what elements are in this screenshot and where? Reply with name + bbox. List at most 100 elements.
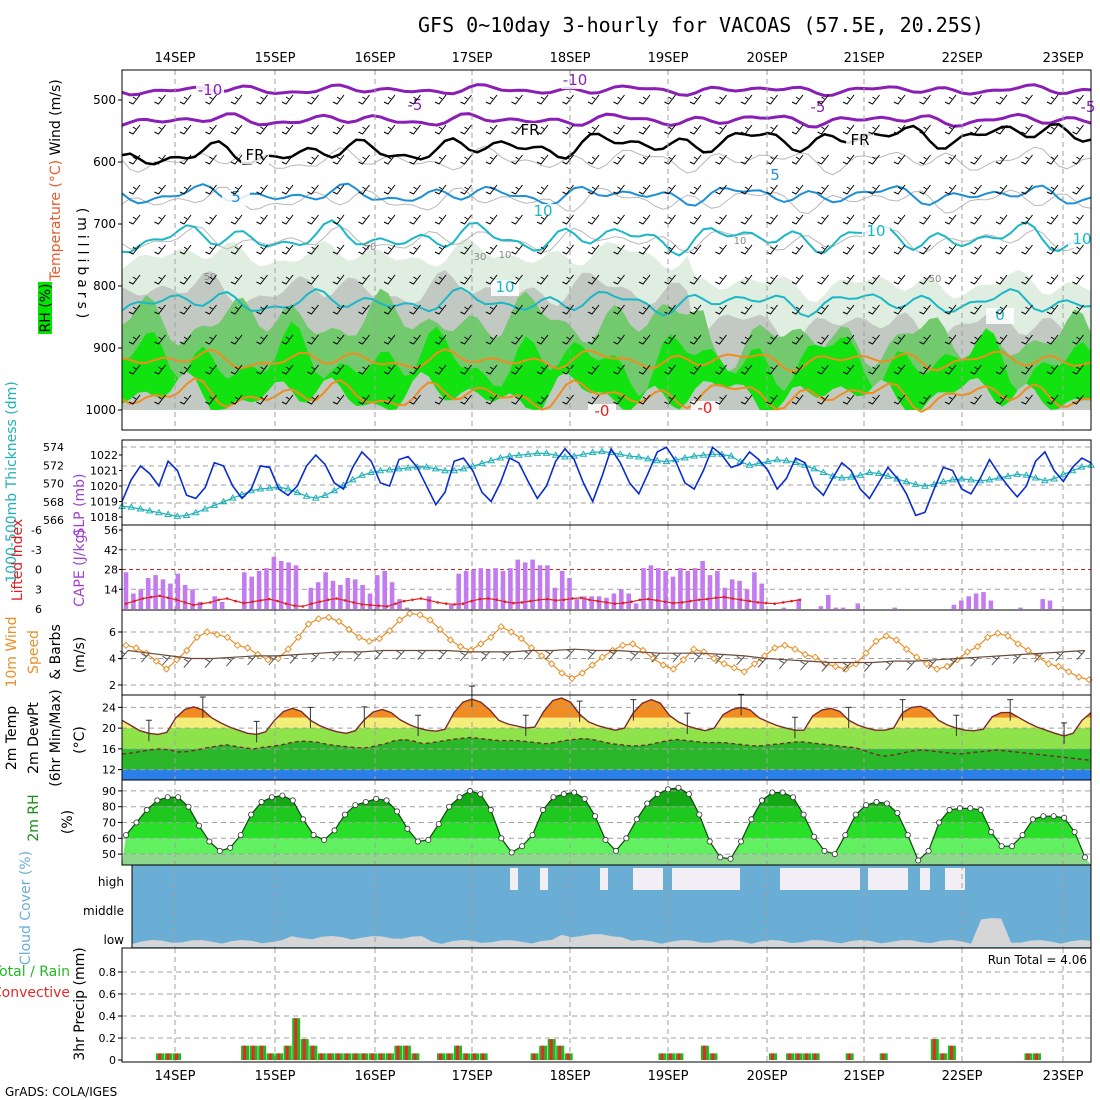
rh-marker — [1082, 854, 1089, 861]
rh-marker — [393, 808, 400, 815]
wind-speed-marker — [1075, 673, 1083, 681]
lifted-index-marker — [436, 601, 440, 604]
thickness-marker — [228, 494, 237, 501]
rh-unit-label: (%) — [60, 810, 76, 834]
upper-wind-barb — [868, 364, 880, 375]
lifted-index-marker — [394, 602, 397, 605]
upper-wind-barb — [179, 94, 192, 105]
thickness-marker — [699, 451, 708, 458]
upper-wind-barb — [409, 154, 421, 165]
upper-wind-barb — [434, 364, 447, 375]
upper-wind-barb — [919, 214, 931, 225]
upper-wind-barb — [205, 394, 217, 405]
lifted-index-marker — [335, 597, 338, 600]
isotherm-line — [121, 83, 1092, 98]
upper-wind-barb — [179, 154, 192, 165]
upper-wind-barb — [128, 394, 141, 405]
thickness-marker — [967, 475, 975, 483]
cape-bar — [449, 604, 454, 609]
precip-panel: 0.8 0.6 0.4 0.2 0 Run Total = 4.06 Total / Rai… — [0, 947, 1092, 1067]
upper-wind-barb — [332, 214, 345, 225]
cape-bar — [323, 572, 328, 609]
rh-marker — [800, 811, 807, 818]
lifted-index-marker — [251, 600, 254, 604]
rh-marker — [821, 847, 828, 854]
upper-wind-barb — [1046, 364, 1059, 375]
upper-wind-barb — [919, 184, 931, 195]
rh-marker — [185, 803, 192, 810]
upper-wind-barb — [689, 214, 702, 225]
cape-bar — [559, 570, 565, 609]
upper-wind-barb — [281, 154, 294, 165]
rh-marker — [863, 802, 870, 809]
dewpoint-fill — [122, 737, 1091, 770]
high-cloud-block — [780, 868, 860, 890]
upper-wind-barb — [383, 214, 396, 225]
cape-bar — [389, 582, 395, 609]
contour-label-bg — [491, 280, 519, 296]
convective-bar — [464, 1053, 468, 1060]
cape-bar — [168, 583, 173, 609]
upper-wind-barb — [1072, 94, 1084, 105]
wind-barb — [162, 655, 171, 666]
temp-axis-label-2: 2m DewPt — [26, 702, 42, 774]
thickness-marker — [376, 466, 385, 474]
top-date-label: 19SEP — [648, 51, 689, 66]
upper-wind-barb — [740, 244, 753, 255]
upper-wind-barb — [715, 394, 727, 405]
upper-wind-barb — [1072, 214, 1084, 225]
rh-marker — [654, 791, 661, 798]
upper-wind-barb — [893, 154, 906, 165]
thickness-marker — [847, 473, 855, 480]
rh-marker — [289, 797, 296, 804]
bottom-date-label: 20SEP — [747, 1069, 788, 1084]
wind-speed-marker — [801, 650, 809, 659]
rh-marker — [790, 794, 797, 801]
wind-speed-marker — [1044, 660, 1053, 668]
convective-bar — [473, 1053, 476, 1060]
cape-bar — [656, 568, 661, 609]
cape-bar — [700, 561, 705, 609]
lifted-index-marker — [276, 599, 279, 603]
rh-marker — [873, 799, 880, 806]
lifted-index-marker — [487, 597, 490, 600]
upper-wind-barb — [638, 274, 651, 285]
cape-axis-label: CAPE (J/kg) — [72, 529, 88, 607]
minmax-whisker — [1007, 699, 1014, 721]
upper-wind-barb — [919, 124, 931, 135]
upper-wind-barb — [1021, 274, 1033, 285]
upper-wind-barb — [460, 124, 472, 135]
thickness-marker — [330, 486, 339, 494]
upper-wind-barb — [154, 124, 166, 135]
wind-barb — [268, 655, 278, 666]
lifted-index-marker — [301, 605, 305, 608]
wind-speed-marker — [375, 634, 384, 643]
upper-wind-barb — [791, 214, 804, 225]
cape-bar — [367, 593, 373, 609]
upper-wind-barb — [791, 334, 804, 345]
upper-wind-barb — [1046, 304, 1059, 315]
upper-wind-barb — [179, 244, 192, 255]
panel-background — [122, 610, 1091, 695]
upper-wind-barb — [230, 334, 243, 345]
upper-air-panel: -10 -10 -5 -5 FR FR FR -5 5 5 10 10 10 10 0 -0 -0 50 50 30 1… — [38, 69, 1100, 431]
pressure-tick-label: 700 — [93, 217, 116, 231]
wind-barb — [374, 650, 384, 660]
upper-wind-barb — [128, 214, 141, 225]
rh-marker — [936, 819, 943, 826]
convective-bar — [702, 1045, 706, 1060]
minmax-whisker — [361, 706, 368, 728]
high-cloud-block — [540, 868, 548, 890]
rh-marker — [967, 805, 974, 812]
wind-barb — [927, 659, 937, 670]
top-date-axis: 14SEP 15SEP 16SEP 17SEP 18SEP 19SEP 20SEP 21SEP… — [155, 51, 1084, 66]
contour-label: -5 — [1081, 98, 1096, 116]
upper-wind-barb — [868, 154, 880, 165]
upper-wind-barb — [230, 154, 243, 165]
upper-wind-barb — [460, 94, 472, 105]
pressure-tick-label: 1000 — [85, 403, 116, 417]
upper-wind-barb — [791, 274, 804, 285]
upper-wind-barb — [791, 304, 804, 315]
upper-wind-barb — [307, 154, 319, 165]
